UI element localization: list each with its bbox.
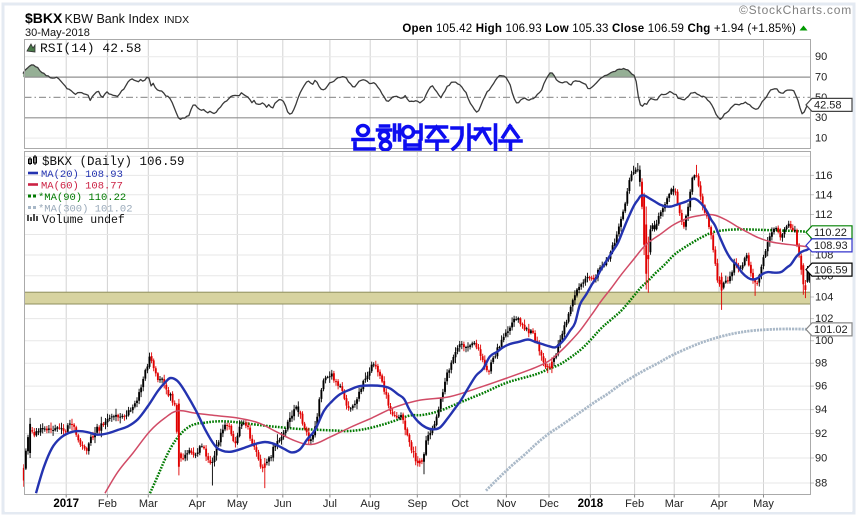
svg-text:42.58: 42.58 bbox=[814, 100, 842, 112]
svg-text:Apr: Apr bbox=[189, 498, 206, 510]
svg-text:106.59: 106.59 bbox=[814, 264, 848, 276]
svg-text:10: 10 bbox=[815, 133, 827, 145]
svg-text:KBW Bank Index: KBW Bank Index bbox=[65, 12, 160, 26]
svg-text:INDX: INDX bbox=[164, 14, 189, 26]
svg-text:MA(20) 108.93: MA(20) 108.93 bbox=[41, 169, 123, 181]
svg-text:Apr: Apr bbox=[710, 498, 727, 510]
svg-text:May: May bbox=[753, 498, 774, 510]
svg-text:Mar: Mar bbox=[665, 498, 684, 510]
svg-text:Aug: Aug bbox=[360, 498, 380, 510]
svg-text:101.02: 101.02 bbox=[814, 324, 848, 336]
svg-text:108.93: 108.93 bbox=[814, 240, 848, 252]
svg-text:*MA(90) 110.22: *MA(90) 110.22 bbox=[38, 192, 126, 204]
svg-text:100: 100 bbox=[815, 335, 833, 347]
svg-text:88: 88 bbox=[815, 478, 827, 490]
svg-text:Jun: Jun bbox=[274, 498, 292, 510]
svg-text:30: 30 bbox=[815, 112, 827, 124]
svg-text:116: 116 bbox=[815, 170, 833, 182]
svg-text:Volume undef: Volume undef bbox=[42, 214, 125, 227]
svg-text:102: 102 bbox=[815, 313, 833, 325]
svg-text:92: 92 bbox=[815, 428, 827, 440]
svg-text:Sep: Sep bbox=[408, 498, 428, 510]
svg-text:RSI(14) 42.58: RSI(14) 42.58 bbox=[40, 41, 141, 56]
svg-text:Feb: Feb bbox=[98, 498, 117, 510]
svg-text:Mar: Mar bbox=[139, 498, 158, 510]
svg-text:70: 70 bbox=[815, 72, 827, 84]
svg-text:Nov: Nov bbox=[497, 498, 517, 510]
svg-text:2017: 2017 bbox=[53, 498, 79, 510]
svg-text:96: 96 bbox=[815, 381, 827, 393]
svg-text:90: 90 bbox=[815, 51, 827, 63]
svg-text:114: 114 bbox=[815, 189, 833, 201]
svg-text:Feb: Feb bbox=[625, 498, 644, 510]
svg-text:90: 90 bbox=[815, 453, 827, 465]
svg-text:*MA(300) 101.02: *MA(300) 101.02 bbox=[38, 204, 133, 216]
svg-text:30-May-2018: 30-May-2018 bbox=[25, 27, 90, 39]
svg-text:104: 104 bbox=[815, 292, 833, 304]
svg-text:94: 94 bbox=[815, 404, 827, 416]
svg-text:2018: 2018 bbox=[578, 498, 604, 510]
svg-text:112: 112 bbox=[815, 209, 833, 221]
svg-text:110.22: 110.22 bbox=[814, 227, 847, 239]
svg-text:98: 98 bbox=[815, 358, 827, 370]
svg-text:Jul: Jul bbox=[323, 498, 337, 510]
svg-text:Oct: Oct bbox=[451, 498, 468, 510]
svg-text:Open 105.42 High 106.93 Low: Open 105.42 High 106.93 Low 105.33 Close… bbox=[402, 23, 796, 35]
svg-text:$BKX (Daily) 106.59: $BKX (Daily) 106.59 bbox=[42, 155, 185, 169]
svg-text:$BKX: $BKX bbox=[25, 10, 63, 26]
svg-text:May: May bbox=[227, 498, 248, 510]
svg-text:MA(60) 108.77: MA(60) 108.77 bbox=[41, 181, 123, 193]
svg-text:©StockCharts.com: ©StockCharts.com bbox=[739, 3, 852, 17]
svg-text:Dec: Dec bbox=[539, 498, 559, 510]
